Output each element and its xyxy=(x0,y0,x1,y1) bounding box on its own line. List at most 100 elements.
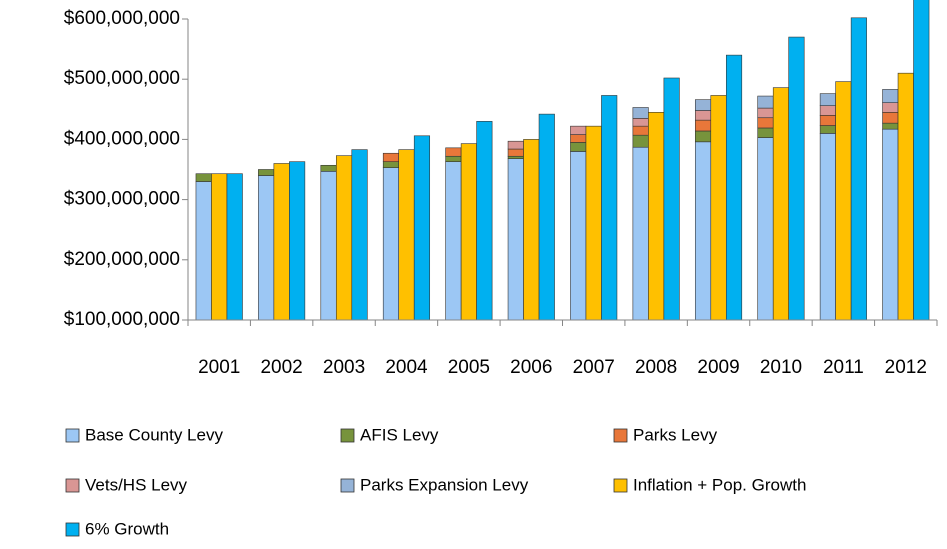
bar xyxy=(788,36,805,321)
bar xyxy=(195,181,212,321)
bar xyxy=(289,161,306,321)
bar xyxy=(819,133,836,321)
legend-label: AFIS Levy xyxy=(360,425,439,444)
legend-label: Parks Levy xyxy=(633,425,718,444)
bar xyxy=(507,148,524,157)
bar xyxy=(570,142,587,152)
bar xyxy=(445,147,462,157)
bar xyxy=(913,0,930,321)
bar xyxy=(694,110,712,121)
bar xyxy=(398,149,415,321)
legend-label: 6% Growth xyxy=(85,519,169,538)
bar xyxy=(632,125,649,136)
x-tick-label: 2002 xyxy=(260,357,302,378)
bar xyxy=(382,167,400,321)
bar xyxy=(882,112,899,124)
legend-swatch xyxy=(65,522,80,537)
x-tick-label: 2008 xyxy=(635,357,677,378)
bar xyxy=(757,127,774,138)
bar xyxy=(757,137,774,321)
bar xyxy=(445,155,462,162)
x-tick-label: 2005 xyxy=(448,357,490,378)
bar xyxy=(335,155,353,321)
legend-swatch xyxy=(613,478,628,493)
x-tick-label: 2001 xyxy=(198,357,240,378)
y-tick-label: $600,000,000 xyxy=(64,8,180,29)
bar xyxy=(413,135,431,321)
bar xyxy=(694,99,712,111)
bar xyxy=(772,87,790,321)
bar xyxy=(757,107,774,119)
legend-label: Inflation + Pop. Growth xyxy=(633,475,806,494)
bar xyxy=(819,125,836,134)
legend-swatch xyxy=(340,478,355,493)
legend-label: Vets/HS Levy xyxy=(85,475,188,494)
y-tick-label: $200,000,000 xyxy=(64,249,180,270)
bar xyxy=(694,141,712,321)
bar xyxy=(320,164,337,172)
bar xyxy=(570,151,587,321)
legend-label: Parks Expansion Levy xyxy=(360,475,529,494)
bar xyxy=(226,173,243,321)
bar xyxy=(694,130,712,143)
x-tick-label: 2003 xyxy=(323,357,365,378)
bar xyxy=(882,128,899,321)
bar xyxy=(819,93,836,106)
bar xyxy=(273,163,290,321)
x-tick-label: 2009 xyxy=(697,357,739,378)
bar xyxy=(351,149,368,321)
x-tick-label: 2010 xyxy=(760,357,802,378)
bar xyxy=(819,115,836,126)
bar xyxy=(819,105,836,116)
bar xyxy=(507,158,524,321)
bar xyxy=(694,119,712,132)
bar xyxy=(320,171,337,321)
y-tick-label: $500,000,000 xyxy=(64,68,180,89)
bar xyxy=(570,125,587,135)
bar xyxy=(632,146,649,321)
bar xyxy=(523,139,540,321)
bar xyxy=(632,134,649,148)
bar xyxy=(710,95,727,321)
x-tick-label: 2007 xyxy=(573,357,615,378)
y-tick-label: $100,000,000 xyxy=(64,309,180,330)
x-tick-label: 2004 xyxy=(385,357,428,378)
bar xyxy=(585,125,602,321)
bar xyxy=(850,17,867,321)
bar xyxy=(382,161,400,168)
bar xyxy=(211,173,228,321)
bar xyxy=(258,169,275,176)
bar xyxy=(757,95,774,109)
bar xyxy=(897,72,914,321)
legend-swatch xyxy=(65,478,80,493)
bar xyxy=(601,95,618,321)
bar xyxy=(476,121,493,321)
bar xyxy=(835,81,852,321)
bar xyxy=(570,134,587,143)
bar xyxy=(258,175,275,321)
x-tick-label: 2006 xyxy=(510,357,552,378)
bar xyxy=(725,54,743,321)
x-tick-label: 2011 xyxy=(823,357,864,378)
bar xyxy=(757,117,774,129)
bar xyxy=(445,161,462,321)
bar xyxy=(882,102,899,113)
bar xyxy=(632,118,649,127)
bar xyxy=(382,152,400,162)
y-tick-label: $400,000,000 xyxy=(64,128,180,149)
legend-swatch xyxy=(65,428,80,443)
bar xyxy=(882,122,899,130)
bar xyxy=(460,143,477,321)
bar xyxy=(538,113,555,321)
bar xyxy=(507,140,524,150)
legend-swatch xyxy=(613,428,628,443)
bar xyxy=(882,89,899,103)
bar xyxy=(663,77,680,321)
bar xyxy=(507,155,524,159)
legend-label: Base County Levy xyxy=(85,425,223,444)
bar xyxy=(195,173,212,182)
x-tick-label: 2012 xyxy=(885,357,927,378)
y-tick-label: $300,000,000 xyxy=(64,189,180,210)
legend-swatch xyxy=(340,428,355,443)
